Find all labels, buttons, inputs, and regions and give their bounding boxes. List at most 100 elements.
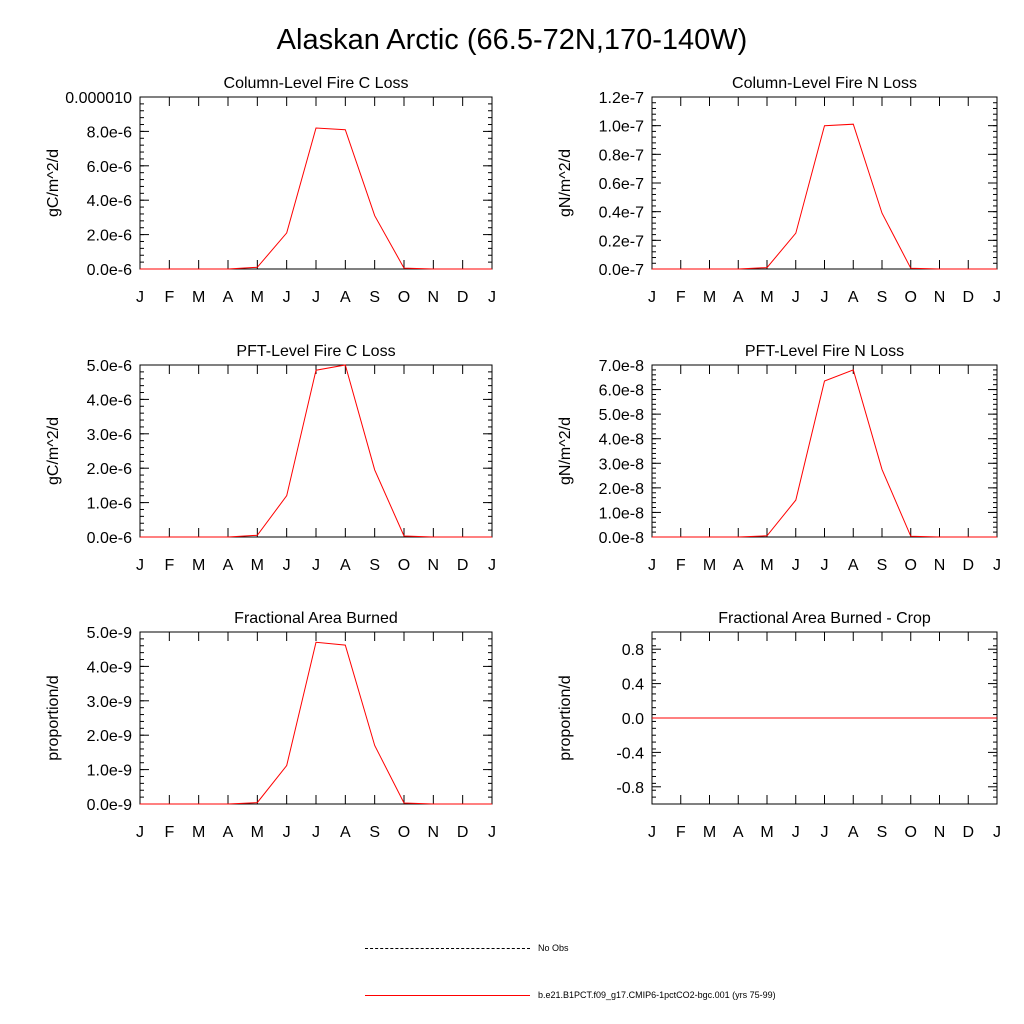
panel-1-ytick-label: 0.000010: [65, 90, 132, 107]
panel-5-xtick-label: J: [136, 824, 144, 841]
panel-1-series-line: [140, 127, 492, 270]
panel-5-ytick-label: 4.0e-9: [87, 659, 132, 676]
panel-6-xtick-label: S: [877, 824, 888, 841]
panel-2-xtick-label: A: [733, 289, 744, 306]
panel-4-ytick-label: 0.0e-8: [599, 530, 644, 547]
panel-2-ytick-label: 1.2e-7: [599, 90, 644, 107]
panel-3-xtick-label: F: [164, 557, 174, 574]
panel-5-xtick-label: M: [192, 824, 205, 841]
panel-2-ytick-label: 0.8e-7: [599, 147, 644, 164]
panel-2-ylabel: gN/m^2/d: [557, 149, 574, 217]
panel-2-xtick-label: A: [848, 289, 859, 306]
panel-5-frame: [139, 631, 493, 805]
panel-3-ytick-label: 4.0e-6: [87, 392, 132, 409]
panel-4-ytick-label: 5.0e-8: [599, 407, 644, 424]
legend-model-line: [365, 995, 530, 996]
panel-1-xtick-label: A: [223, 289, 234, 306]
panel-1-ytick-label: 2.0e-6: [87, 228, 132, 245]
panel-2-title: Column-Level Fire N Loss: [732, 75, 917, 92]
panel-5-xtick-label: A: [223, 824, 234, 841]
panel-4-xtick-label: O: [905, 557, 917, 574]
panel-5-xtick-label: O: [398, 824, 410, 841]
panel-6-xtick-label: M: [703, 824, 716, 841]
panel-1-ytick-label: 6.0e-6: [87, 159, 132, 176]
panel-4-ytick-label: 4.0e-8: [599, 432, 644, 449]
panel-2-ytick-label: 0.4e-7: [599, 205, 644, 222]
panel-1-frame: [139, 96, 493, 270]
panel-4-xtick-label: N: [934, 557, 946, 574]
panel-5-ytick-label: 2.0e-9: [87, 728, 132, 745]
panel-6-xtick-label: J: [792, 824, 800, 841]
panel-3-xtick-label: O: [398, 557, 410, 574]
panel-1-xtick-label: O: [398, 289, 410, 306]
panel-1-ylabel: gC/m^2/d: [45, 149, 62, 217]
panel-5-xtick-label: S: [369, 824, 380, 841]
panel-4-ylabel: gN/m^2/d: [557, 417, 574, 485]
panel-1-ytick-label: 0.0e-6: [87, 262, 132, 279]
panel-4-xtick-label: J: [993, 557, 1001, 574]
panel-5-ylabel: proportion/d: [45, 675, 62, 760]
legend-no-obs-line: [365, 948, 530, 949]
panel-6-xtick-label: O: [905, 824, 917, 841]
panel-6-xtick-label: D: [962, 824, 974, 841]
panel-6-ytick-label: -0.8: [616, 780, 644, 797]
panel-4-xtick-label: J: [648, 557, 656, 574]
panel-1-xtick-label: J: [488, 289, 496, 306]
panel-3-ytick-label: 5.0e-6: [87, 358, 132, 375]
panel-6-xtick-label: A: [733, 824, 744, 841]
panel-4-xtick-label: J: [821, 557, 829, 574]
panel-6-xtick-label: A: [848, 824, 859, 841]
panel-2-xtick-label: J: [821, 289, 829, 306]
panel-4-series-line: [652, 369, 997, 538]
panel-1-xtick-label: F: [164, 289, 174, 306]
panel-5-series-line: [140, 641, 492, 805]
panel-6-ylabel: proportion/d: [557, 675, 574, 760]
panel-1-xtick-label: M: [192, 289, 205, 306]
panel-3-ytick-label: 1.0e-6: [87, 496, 132, 513]
panel-1-ytick-label: 4.0e-6: [87, 193, 132, 210]
panel-1-ytick-label: 8.0e-6: [87, 124, 132, 141]
panel-6-xtick-label: J: [821, 824, 829, 841]
panel-2-xtick-label: J: [648, 289, 656, 306]
panel-2-xtick-label: S: [877, 289, 888, 306]
panel-2-xtick-label: J: [792, 289, 800, 306]
panel-4-xtick-label: S: [877, 557, 888, 574]
panel-4-frame: [651, 364, 998, 538]
panel-2-xtick-label: J: [993, 289, 1001, 306]
panel-4-xtick-label: J: [792, 557, 800, 574]
panel-6-title: Fractional Area Burned - Crop: [718, 610, 931, 627]
panel-3-xtick-label: J: [312, 557, 320, 574]
panel-5-xtick-label: J: [283, 824, 291, 841]
panel-4-xtick-label: F: [676, 557, 686, 574]
panel-4-ytick-label: 6.0e-8: [599, 383, 644, 400]
panel-1-xtick-label: J: [312, 289, 320, 306]
panel-2-xtick-label: M: [703, 289, 716, 306]
panel-1-xtick-label: J: [136, 289, 144, 306]
panel-4-xtick-label: M: [760, 557, 773, 574]
panel-4-xtick-label: A: [733, 557, 744, 574]
panel-5-ytick-label: 0.0e-9: [87, 797, 132, 814]
panel-3-series-line: [140, 364, 492, 538]
panel-3-xtick-label: M: [192, 557, 205, 574]
panel-1-xtick-label: M: [251, 289, 264, 306]
panel-3-xtick-label: N: [428, 557, 440, 574]
panel-2-series-line: [652, 123, 997, 270]
panel-6-xtick-label: J: [993, 824, 1001, 841]
panel-3-frame: [139, 364, 493, 538]
panel-3-xtick-label: A: [223, 557, 234, 574]
panel-5-xtick-label: F: [164, 824, 174, 841]
panel-2-ytick-label: 1.0e-7: [599, 119, 644, 136]
panel-4-xtick-label: A: [848, 557, 859, 574]
panel-2-xtick-label: N: [934, 289, 946, 306]
panel-4-title: PFT-Level Fire N Loss: [745, 343, 904, 360]
legend-model-label: b.e21.B1PCT.f09_g17.CMIP6-1pctCO2-bgc.00…: [538, 990, 776, 1000]
panel-6-ytick-label: 0.0: [622, 711, 644, 728]
panel-2-frame: [651, 96, 998, 270]
panel-5-xtick-label: M: [251, 824, 264, 841]
panel-1-xtick-label: A: [340, 289, 351, 306]
panel-5-xtick-label: N: [428, 824, 440, 841]
panel-1-xtick-label: D: [457, 289, 469, 306]
panel-1-xtick-label: N: [428, 289, 440, 306]
panel-6-xtick-label: N: [934, 824, 946, 841]
